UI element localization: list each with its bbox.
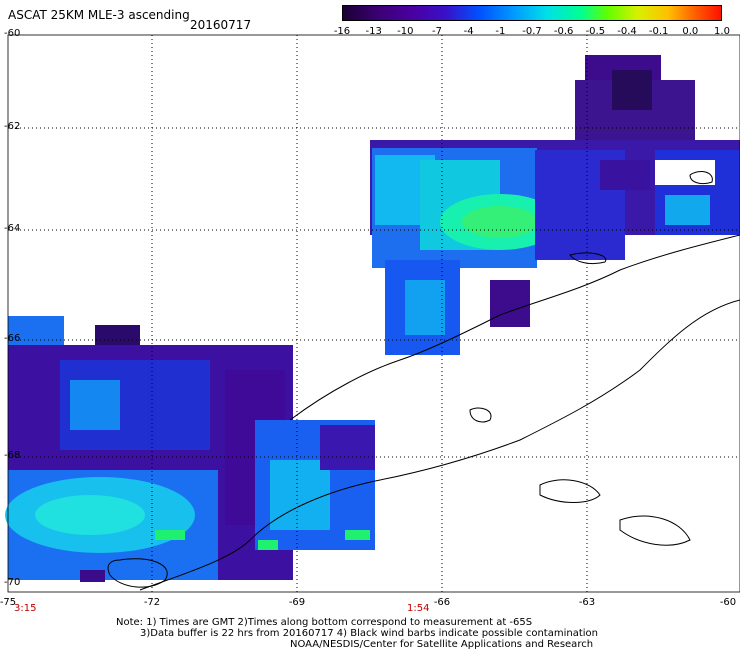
map-date: 20160717 [190,18,252,32]
colorbar-tick-label: -16 [333,26,351,37]
colorbar-tick-label: -13 [365,26,382,37]
colorbar-tick-label: -1 [495,26,506,37]
colorbar-tick-label: -4 [463,26,474,37]
lon-label: -60 [719,597,737,608]
colorbar-tick-label: -7 [432,26,442,37]
swath-left [5,316,375,582]
map-frame [7,34,740,593]
swath-right [370,55,740,355]
colorbar-tick-label: -0.6 [553,26,574,37]
note-line-3: NOAA/NESDIS/Center for Satellite Applica… [290,639,594,650]
colorbar-tick-label: 1.0 [714,26,730,37]
colorbar-tick-label: -0.1 [648,26,669,37]
lat-label: -60 [4,28,21,39]
lon-label: -69 [288,597,306,608]
lat-label: -70 [4,577,21,588]
lat-label: -62 [4,121,21,132]
colorbar-tick-label: 0.0 [682,26,699,37]
colorbar [342,5,722,21]
colorbar-tick-label: -10 [397,26,414,37]
lat-label: -66 [4,333,21,344]
map-title: ASCAT 25KM MLE-3 ascending [8,8,190,22]
lon-label: -63 [578,597,596,608]
lat-label: -64 [4,223,21,234]
colorbar-tick-label: -0.7 [522,26,542,37]
lat-label: -68 [4,450,21,461]
lon-label: -72 [143,597,161,608]
lon-label: -66 [433,597,451,608]
lon-label: -75 [0,597,17,608]
colorbar-tick-label: -0.5 [585,26,606,37]
gridlines [8,35,740,592]
colorbar-tick-label: -0.4 [617,26,637,37]
time-label-left: 3:15 [14,603,37,614]
note-line-1: Note: 1) Times are GMT 2)Times along bot… [116,617,533,628]
note-line-2: 3)Data buffer is 22 hrs from 20160717 4)… [140,628,598,639]
coastline [107,171,740,591]
time-label-mid: 1:54 [407,603,430,614]
